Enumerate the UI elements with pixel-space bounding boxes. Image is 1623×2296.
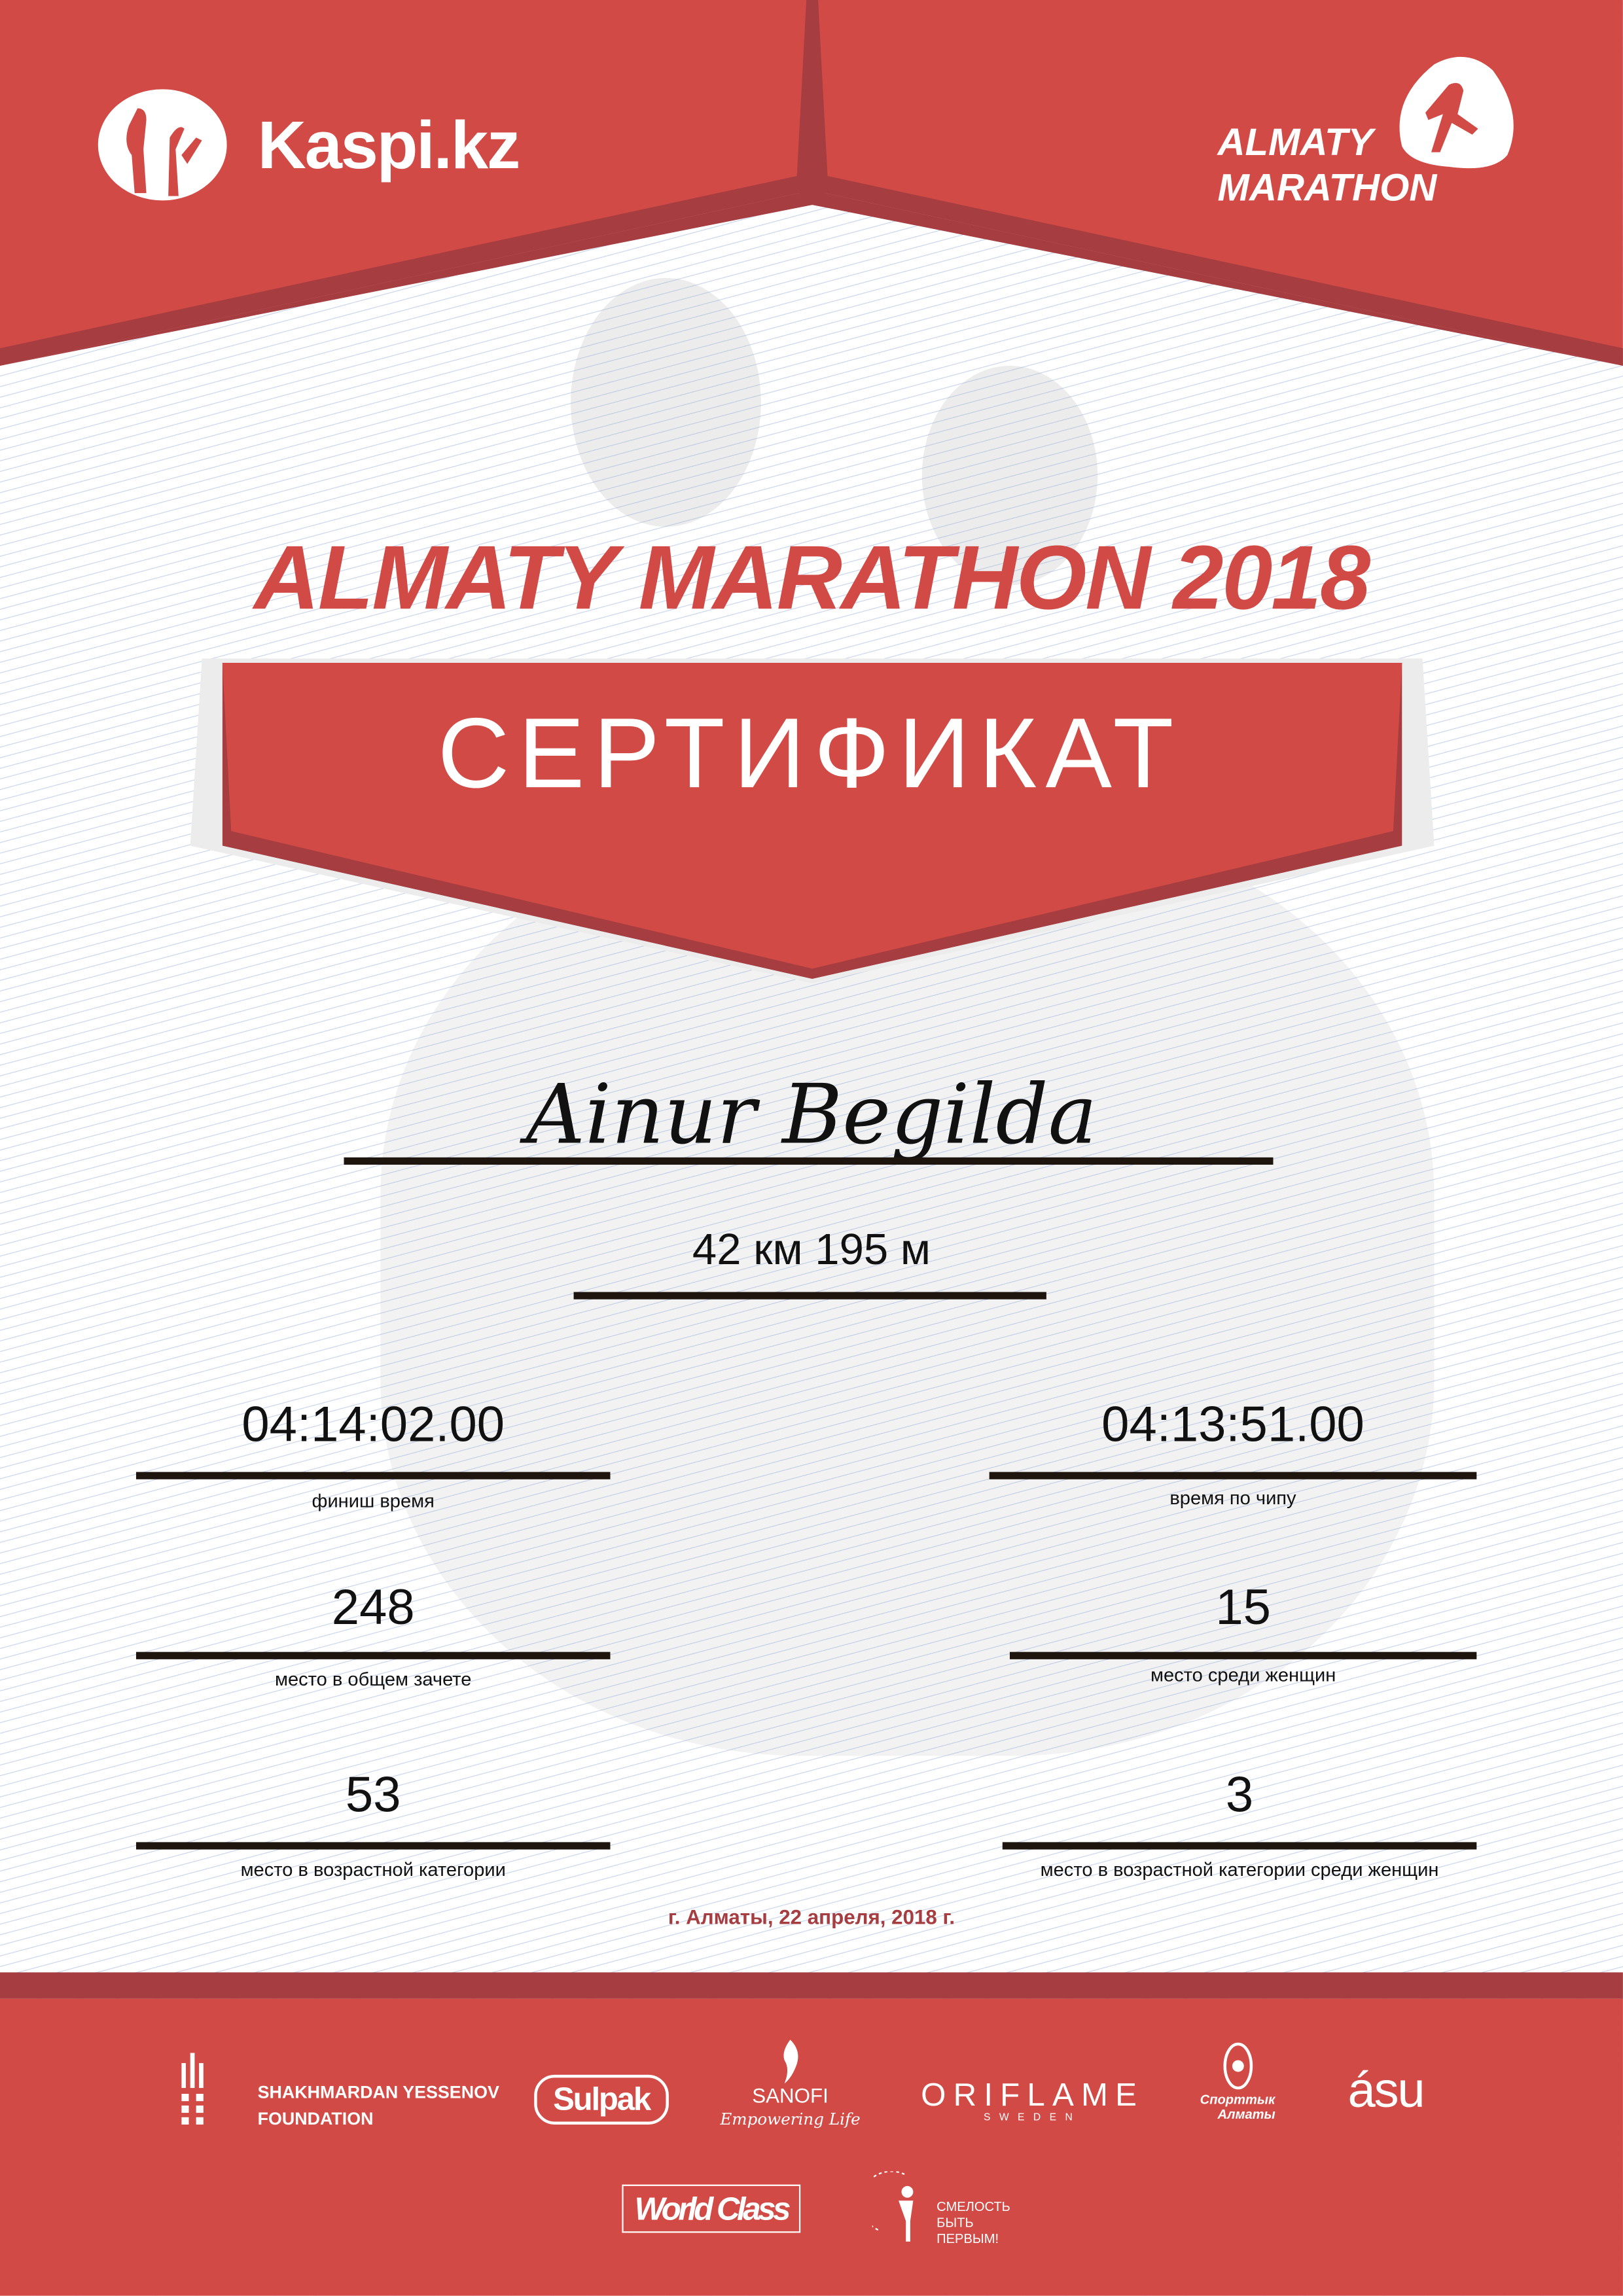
- age-place-label: место в возрастной категории: [240, 1858, 506, 1881]
- age-place-underline: [135, 1842, 611, 1850]
- women-place-value: 15: [1215, 1580, 1271, 1636]
- worldclass-text: World Class: [634, 2190, 791, 2227]
- women-age-place-underline: [1002, 1842, 1477, 1850]
- overall-place-value: 248: [331, 1580, 415, 1636]
- foundation-runner-icon: [872, 2171, 914, 2242]
- women-age-place-label: место в возрастной категории среди женщи…: [1040, 1858, 1439, 1881]
- finish-time-value: 04:14:02.00: [241, 1397, 505, 1453]
- yessenov-line1: SHAKHMARDAN YESSENOV: [257, 2082, 499, 2103]
- overall-place-underline: [135, 1651, 611, 1659]
- foundation-line1: СМЕЛОСТЬ: [936, 2199, 1010, 2214]
- foundation-line2: БЫТЬ: [936, 2215, 974, 2230]
- certificate-banner: [190, 658, 1435, 983]
- footer-stripe: [0, 1972, 1623, 1999]
- runner-photo-bodies: [380, 819, 1435, 1756]
- event-title: ALMATY MARATHON 2018: [254, 528, 1370, 629]
- sanofi-bird-icon: [783, 2040, 798, 2084]
- certificate-heading: СЕРТИФИКАТ: [437, 698, 1183, 809]
- asu-logo-text: ásu: [1347, 2063, 1425, 2119]
- header-banner: [0, 0, 1623, 366]
- oriflame-text: ORIFLAME: [921, 2076, 1145, 2113]
- name-underline: [344, 1157, 1274, 1165]
- overall-place-label: место в общем зачете: [274, 1668, 472, 1690]
- runner-logo-icon: [1399, 56, 1514, 169]
- sport-almaty-line2: Алматы: [1217, 2107, 1275, 2122]
- chip-time-underline: [989, 1472, 1477, 1479]
- foundation-line3: ПЕРВЫМ!: [936, 2231, 999, 2246]
- event-logo-line2: MARATHON: [1217, 165, 1437, 209]
- chip-time-value: 04:13:51.00: [1101, 1397, 1364, 1453]
- distance-underline: [573, 1292, 1046, 1299]
- women-age-place-value: 3: [1225, 1767, 1254, 1824]
- women-place-label: место среди женщин: [1150, 1663, 1336, 1686]
- yessenov-line2: FOUNDATION: [257, 2108, 374, 2129]
- finish-time-label: финиш время: [312, 1489, 435, 1511]
- kaspi-logo-icon: [98, 89, 227, 201]
- distance-value: 42 км 195 м: [692, 1226, 931, 1275]
- place-date: г. Алматы, 22 апреля, 2018 г.: [668, 1905, 955, 1929]
- worldclass-logo: World Class: [622, 2184, 801, 2233]
- sport-almaty-emblem-icon: [1223, 2042, 1253, 2090]
- sanofi-tagline: Empowering Life: [720, 2110, 861, 2129]
- oriflame-tagline: SWEDEN: [984, 2113, 1082, 2123]
- kaspi-logo-text: Kaspi.kz: [257, 107, 521, 183]
- chip-time-label: время по чипу: [1169, 1486, 1296, 1509]
- runner-photo-man: [571, 277, 761, 527]
- footer-partners: SHAKHMARDAN YESSENOV FOUNDATION Sulpak S…: [0, 1998, 1623, 2296]
- participant-name: Ainur Begilda: [526, 1068, 1097, 1163]
- sulpak-logo: Sulpak: [534, 2074, 669, 2125]
- sport-almaty-line1: Спорттык: [1200, 2092, 1275, 2108]
- event-logo-line1: ALMATY: [1217, 120, 1374, 164]
- women-place-underline: [1009, 1651, 1477, 1659]
- yessenov-logo-icon: [181, 2053, 204, 2125]
- sulpak-text: Sulpak: [553, 2080, 651, 2117]
- age-place-value: 53: [345, 1767, 401, 1824]
- finish-time-underline: [135, 1472, 611, 1479]
- runner-photo-woman: [921, 366, 1098, 586]
- sanofi-text: SANOFI: [752, 2083, 829, 2108]
